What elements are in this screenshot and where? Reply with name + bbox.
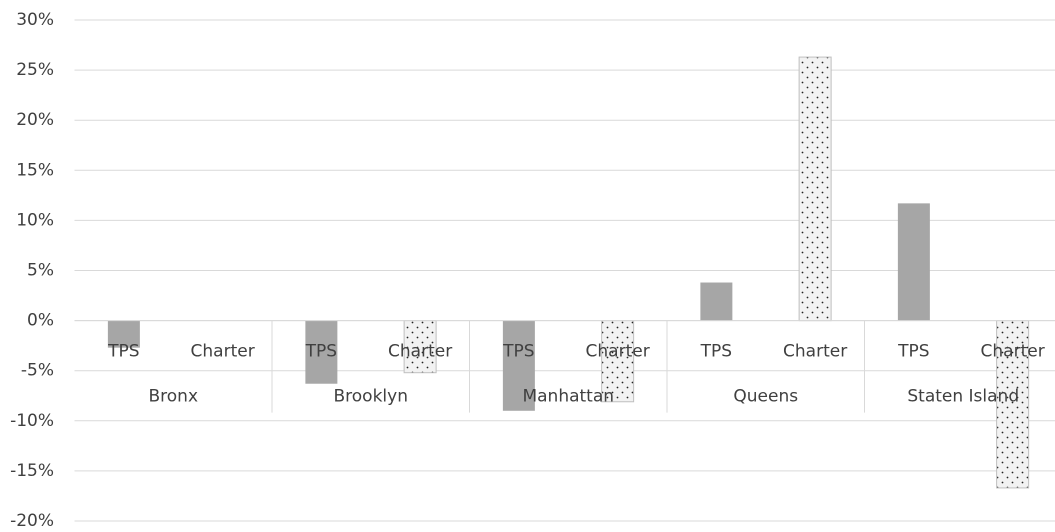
x-tick-label: Charter (388, 342, 452, 362)
x-tick-label: TPS (305, 342, 337, 362)
x-tick-label: Charter (981, 342, 1045, 362)
x-tick-label: Charter (191, 342, 255, 362)
bar (107, 320, 140, 348)
y-tick-label: 10% (16, 210, 54, 230)
bar (897, 203, 930, 321)
group-label: Bronx (148, 387, 198, 407)
y-tick-label: 20% (16, 110, 54, 130)
y-tick-label: 30% (16, 10, 54, 30)
x-tick-label: TPS (897, 342, 929, 362)
bar (996, 320, 1030, 489)
y-tick-label: 15% (16, 160, 54, 180)
x-tick-label: Charter (783, 342, 847, 362)
y-tick-label: -10% (10, 411, 54, 431)
group-label: Staten Island (907, 387, 1019, 407)
y-tick-label: -15% (10, 461, 54, 481)
x-tick-label: TPS (700, 342, 732, 362)
bar (305, 320, 338, 384)
bar (700, 282, 733, 321)
x-tick-label: TPS (107, 342, 139, 362)
x-tick-label: TPS (502, 342, 534, 362)
y-tick-label: 0% (27, 311, 54, 331)
y-tick-label: 5% (27, 261, 54, 281)
bar (798, 56, 832, 322)
x-tick-label: Charter (586, 342, 650, 362)
bar (601, 320, 635, 403)
y-tick-label: -5% (21, 361, 54, 381)
y-tick-label: 25% (16, 60, 54, 80)
group-label: Manhattan (522, 387, 614, 407)
group-label: Queens (733, 387, 798, 407)
bar (403, 320, 437, 374)
bar (502, 320, 535, 411)
y-tick-label: -20% (10, 511, 54, 531)
group-label: Brooklyn (334, 387, 408, 407)
